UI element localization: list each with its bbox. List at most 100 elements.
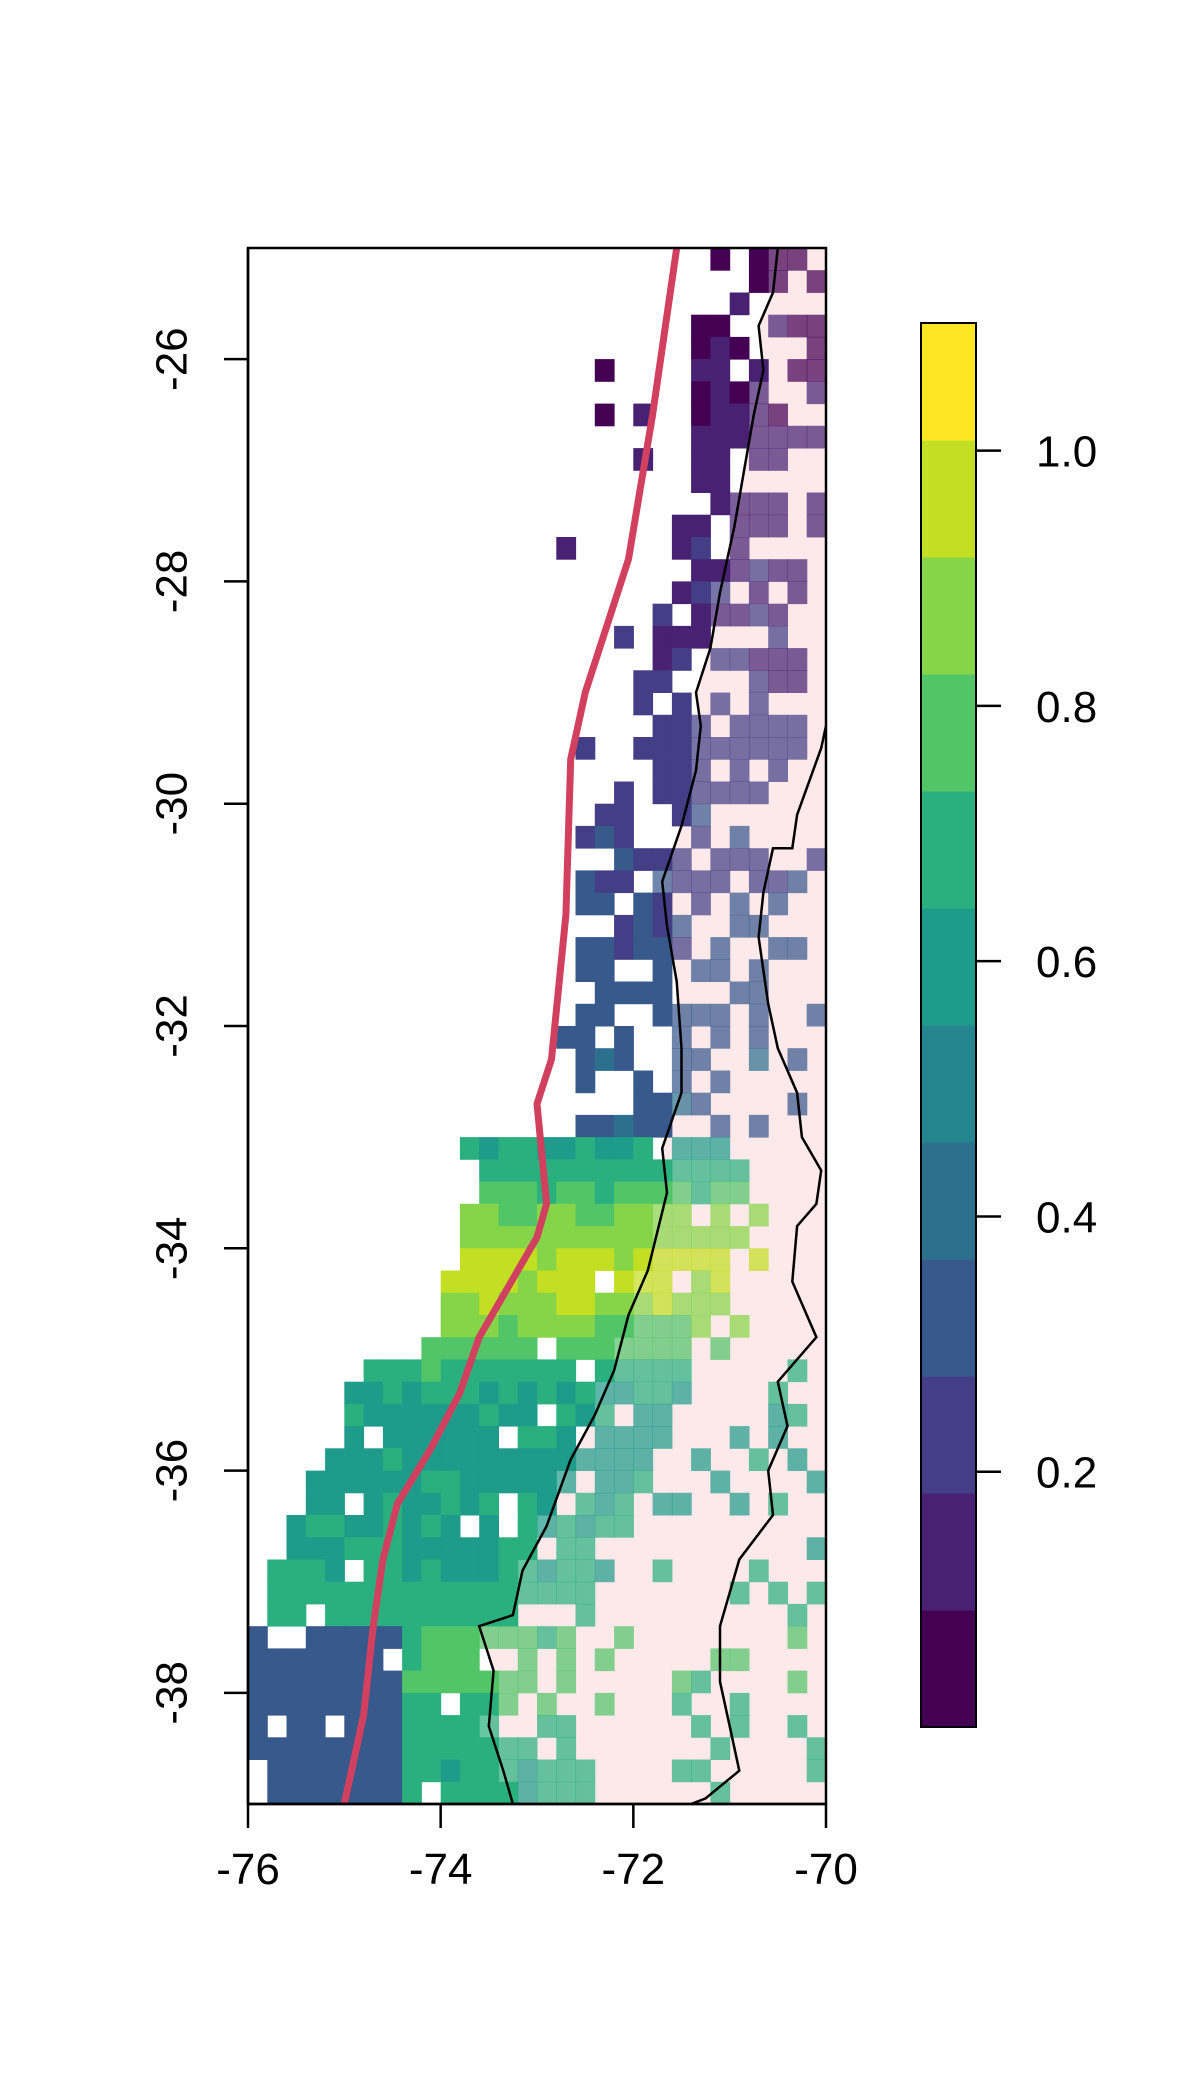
raster-cell xyxy=(729,292,750,316)
raster-cell xyxy=(267,1559,288,1583)
raster-cell xyxy=(363,1381,384,1405)
raster-cell xyxy=(594,1226,615,1249)
raster-cell xyxy=(556,1559,577,1583)
raster-cell xyxy=(652,781,673,805)
raster-cell xyxy=(459,1781,480,1804)
raster-cell xyxy=(517,1470,538,1494)
raster-cell xyxy=(652,1359,673,1383)
raster-cell xyxy=(402,1492,422,1516)
raster-cell xyxy=(248,1715,268,1738)
raster-cell xyxy=(691,314,711,338)
raster-cell xyxy=(382,1470,403,1494)
raster-cell xyxy=(575,737,596,760)
raster-cell xyxy=(787,314,808,338)
raster-cell xyxy=(402,1648,422,1672)
raster-cell xyxy=(498,1315,519,1338)
raster-cell xyxy=(633,1137,654,1160)
raster-cell xyxy=(671,848,692,871)
raster-cell xyxy=(633,1203,654,1227)
raster-cell xyxy=(575,1759,596,1783)
raster-cell xyxy=(614,1448,634,1471)
raster-cell xyxy=(479,1670,499,1694)
raster-cell xyxy=(556,1337,577,1360)
raster-cell xyxy=(710,1203,731,1227)
raster-cell xyxy=(479,1492,499,1516)
raster-cell xyxy=(479,1759,499,1783)
raster-cell xyxy=(517,1581,538,1605)
raster-cell xyxy=(671,1381,692,1405)
raster-cell xyxy=(614,625,634,649)
raster-cell xyxy=(633,1381,654,1405)
raster-cell xyxy=(421,1559,442,1583)
raster-cell xyxy=(594,1359,615,1383)
raster-cell xyxy=(440,1315,461,1338)
raster-cell xyxy=(671,648,692,671)
raster-cell xyxy=(382,1426,403,1449)
raster-cell xyxy=(305,1670,326,1694)
raster-cell xyxy=(286,1537,307,1560)
raster-cell xyxy=(498,1359,519,1383)
raster-cell xyxy=(517,1781,538,1804)
raster-cell xyxy=(537,1359,557,1383)
raster-cell xyxy=(344,1626,365,1649)
raster-cell xyxy=(440,1515,461,1538)
raster-cell xyxy=(729,1692,750,1716)
raster-cell xyxy=(691,959,711,982)
raster-cell xyxy=(729,1181,750,1205)
raster-cell xyxy=(594,1048,615,1071)
raster-cell xyxy=(710,1003,731,1027)
raster-cell xyxy=(305,1692,326,1716)
raster-cell xyxy=(382,1559,403,1583)
x-tick-label: -74 xyxy=(409,1845,473,1894)
raster-cell xyxy=(517,1359,538,1383)
raster-cell xyxy=(691,825,711,849)
raster-cell xyxy=(267,1648,288,1672)
raster-cell xyxy=(768,759,788,782)
raster-cell xyxy=(421,1737,442,1760)
raster-cell xyxy=(691,603,711,627)
raster-cell xyxy=(633,1181,654,1205)
raster-cell xyxy=(652,625,673,649)
raster-cell xyxy=(575,959,596,982)
raster-cell xyxy=(459,1737,480,1760)
raster-cell xyxy=(479,1448,499,1471)
raster-cell xyxy=(594,1470,615,1494)
raster-cell xyxy=(691,537,711,560)
raster-cell xyxy=(556,1181,577,1205)
raster-cell xyxy=(305,1581,326,1605)
raster-cell xyxy=(748,559,769,582)
raster-cell xyxy=(421,1470,442,1494)
raster-cell xyxy=(614,1137,634,1160)
raster-cell xyxy=(479,1692,499,1716)
raster-cell xyxy=(517,1492,538,1516)
raster-cell xyxy=(325,1448,345,1471)
raster-cell xyxy=(652,1492,673,1516)
raster-cell xyxy=(537,1470,557,1494)
raster-cell xyxy=(382,1692,403,1716)
raster-cell xyxy=(729,714,750,738)
raster-cell xyxy=(575,1248,596,1271)
raster-cell xyxy=(537,1448,557,1471)
raster-cell xyxy=(575,1226,596,1249)
raster-cell xyxy=(671,914,692,938)
raster-cell xyxy=(594,1448,615,1471)
raster-cell xyxy=(806,270,826,293)
raster-cell xyxy=(267,1781,288,1804)
colorbar-tick-label: 1.0 xyxy=(1036,428,1097,477)
raster-cell xyxy=(806,514,826,538)
raster-cell xyxy=(787,1048,808,1071)
colorbar-swatch xyxy=(921,791,976,909)
raster-cell xyxy=(402,1603,422,1627)
trench-line xyxy=(340,248,681,1804)
raster-cell xyxy=(575,1114,596,1138)
raster-cell xyxy=(633,1470,654,1494)
raster-cell xyxy=(710,1159,731,1183)
raster-cell xyxy=(382,1581,403,1605)
raster-cell xyxy=(594,1181,615,1205)
raster-cell xyxy=(806,1003,826,1027)
raster-cell xyxy=(363,1492,384,1516)
raster-cell xyxy=(768,514,788,538)
raster-cell xyxy=(691,1181,711,1205)
raster-cell xyxy=(498,1403,519,1427)
raster-cell xyxy=(325,1515,345,1538)
